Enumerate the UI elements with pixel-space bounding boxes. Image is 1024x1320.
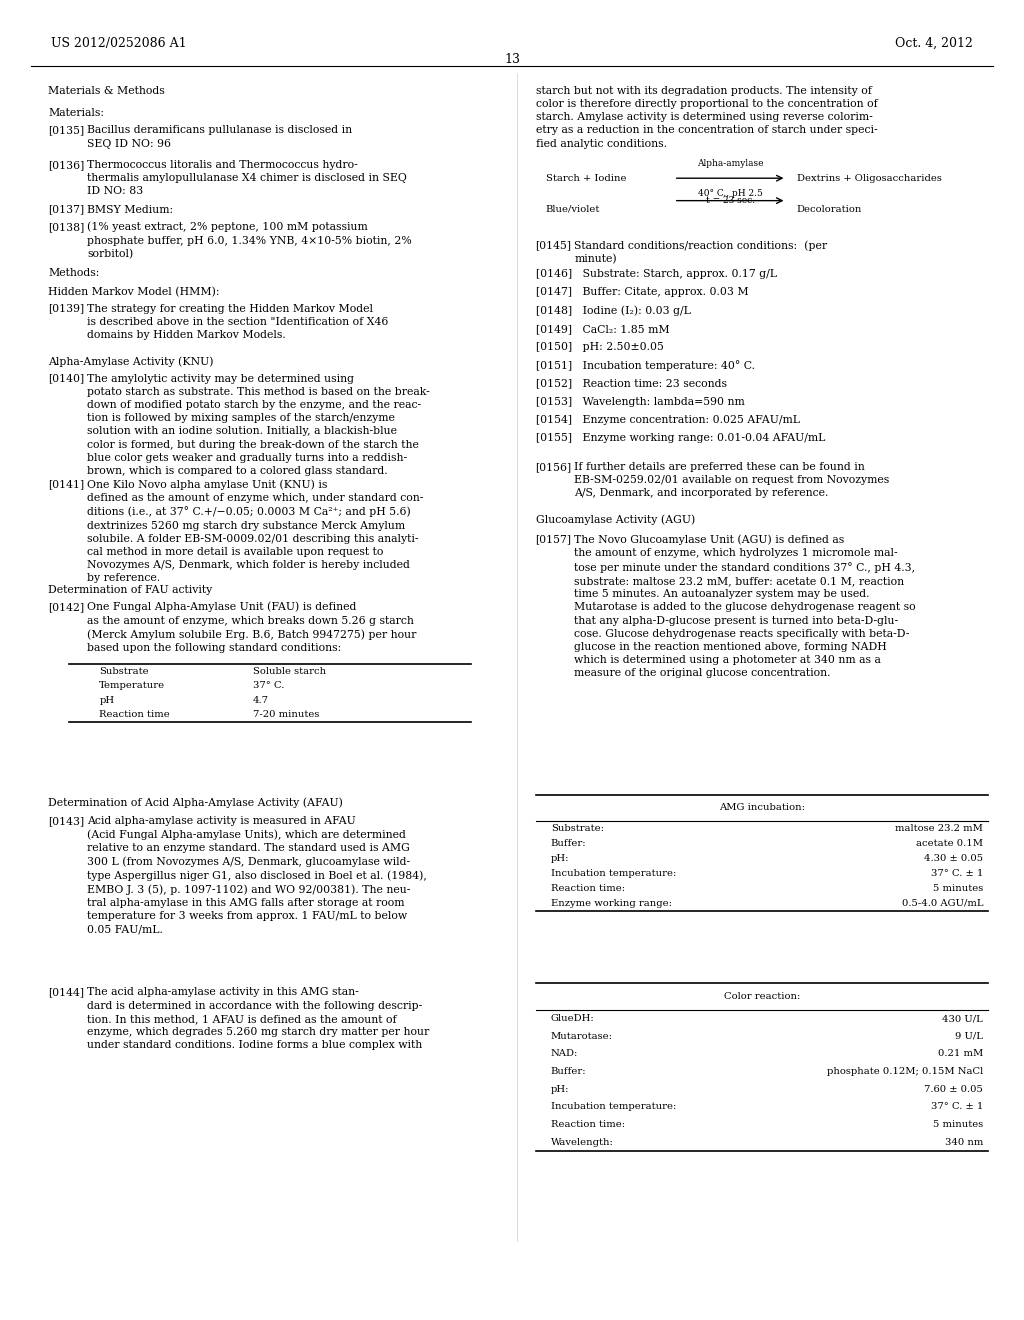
Text: Buffer:: Buffer: (551, 840, 587, 847)
Text: Dextrins + Oligosaccharides: Dextrins + Oligosaccharides (797, 174, 941, 182)
Text: Wavelength:: Wavelength: (551, 1138, 613, 1147)
Text: Reaction time:: Reaction time: (551, 1121, 625, 1129)
Text: 0.21 mM: 0.21 mM (938, 1049, 983, 1059)
Text: Alpha-amylase: Alpha-amylase (697, 158, 763, 168)
Text: 430 U/L: 430 U/L (942, 1014, 983, 1023)
Text: 37° C. ± 1: 37° C. ± 1 (931, 869, 983, 878)
Text: 37° C.: 37° C. (253, 681, 285, 690)
Text: US 2012/0252086 A1: US 2012/0252086 A1 (51, 37, 186, 50)
Text: The amylolytic activity may be determined using
potato starch as substrate. This: The amylolytic activity may be determine… (87, 374, 430, 477)
Text: [0137]: [0137] (48, 205, 84, 215)
Text: maltose 23.2 mM: maltose 23.2 mM (895, 824, 983, 833)
Text: Materials & Methods: Materials & Methods (48, 86, 165, 96)
Text: acetate 0.1M: acetate 0.1M (916, 840, 983, 847)
Text: [0150]   pH: 2.50±0.05: [0150] pH: 2.50±0.05 (536, 342, 664, 352)
Text: Mutarotase:: Mutarotase: (551, 1032, 613, 1040)
Text: Oct. 4, 2012: Oct. 4, 2012 (895, 37, 973, 50)
Text: [0149]   CaCl₂: 1.85 mM: [0149] CaCl₂: 1.85 mM (536, 323, 669, 334)
Text: If further details are preferred these can be found in
EB-SM-0259.02/01 availabl: If further details are preferred these c… (574, 462, 890, 499)
Text: 40° C., pH 2.5: 40° C., pH 2.5 (697, 189, 763, 198)
Text: [0144]: [0144] (48, 987, 84, 998)
Text: pH:: pH: (551, 854, 569, 863)
Text: Glucoamylase Activity (AGU): Glucoamylase Activity (AGU) (536, 515, 695, 525)
Text: 9 U/L: 9 U/L (955, 1032, 983, 1040)
Text: [0139]: [0139] (48, 304, 84, 314)
Text: GlueDH:: GlueDH: (551, 1014, 595, 1023)
Text: (1% yeast extract, 2% peptone, 100 mM potassium
phosphate buffer, pH 6.0, 1.34% : (1% yeast extract, 2% peptone, 100 mM po… (87, 222, 412, 259)
Text: BMSY Medium:: BMSY Medium: (87, 205, 173, 215)
Text: 13: 13 (504, 53, 520, 66)
Text: NAD:: NAD: (551, 1049, 579, 1059)
Text: [0157]: [0157] (536, 535, 571, 545)
Text: [0151]   Incubation temperature: 40° C.: [0151] Incubation temperature: 40° C. (536, 360, 755, 371)
Text: Reaction time: Reaction time (99, 710, 170, 719)
Text: Substrate: Substrate (99, 667, 148, 676)
Text: Temperature: Temperature (99, 681, 166, 690)
Text: [0153]   Wavelength: lambda=590 nm: [0153] Wavelength: lambda=590 nm (536, 397, 744, 407)
Text: [0148]   Iodine (I₂): 0.03 g/L: [0148] Iodine (I₂): 0.03 g/L (536, 306, 690, 317)
Text: The Novo Glucoamylase Unit (AGU) is defined as
the amount of enzyme, which hydro: The Novo Glucoamylase Unit (AGU) is defi… (574, 535, 916, 678)
Text: [0143]: [0143] (48, 816, 84, 826)
Text: Bacillus deramificans pullulanase is disclosed in
SEQ ID NO: 96: Bacillus deramificans pullulanase is dis… (87, 125, 352, 149)
Text: Soluble starch: Soluble starch (253, 667, 326, 676)
Text: Materials:: Materials: (48, 108, 104, 119)
Text: Decoloration: Decoloration (797, 205, 862, 214)
Text: Incubation temperature:: Incubation temperature: (551, 869, 676, 878)
Text: Methods:: Methods: (48, 268, 99, 279)
Text: Hidden Markov Model (HMM):: Hidden Markov Model (HMM): (48, 286, 219, 297)
Text: pH: pH (99, 696, 115, 705)
Text: 340 nm: 340 nm (945, 1138, 983, 1147)
Text: 7-20 minutes: 7-20 minutes (253, 710, 319, 719)
Text: 5 minutes: 5 minutes (933, 884, 983, 892)
Text: [0138]: [0138] (48, 222, 84, 232)
Text: [0140]: [0140] (48, 374, 84, 384)
Text: 0.5-4.0 AGU/mL: 0.5-4.0 AGU/mL (901, 899, 983, 908)
Text: Blue/violet: Blue/violet (546, 205, 600, 214)
Text: One Fungal Alpha-Amylase Unit (FAU) is defined
as the amount of enzyme, which br: One Fungal Alpha-Amylase Unit (FAU) is d… (87, 602, 417, 653)
Text: [0146]   Substrate: Starch, approx. 0.17 g/L: [0146] Substrate: Starch, approx. 0.17 g… (536, 269, 776, 280)
Text: Buffer:: Buffer: (551, 1067, 587, 1076)
Text: starch but not with its degradation products. The intensity of
color is therefor: starch but not with its degradation prod… (536, 86, 878, 149)
Text: [0142]: [0142] (48, 602, 84, 612)
Text: Thermococcus litoralis and Thermococcus hydro-
thermalis amylopullulanase X4 chi: Thermococcus litoralis and Thermococcus … (87, 160, 407, 197)
Text: Reaction time:: Reaction time: (551, 884, 625, 892)
Text: Alpha-Amylase Activity (KNU): Alpha-Amylase Activity (KNU) (48, 356, 214, 367)
Text: 5 minutes: 5 minutes (933, 1121, 983, 1129)
Text: [0135]: [0135] (48, 125, 84, 136)
Text: 37° C. ± 1: 37° C. ± 1 (931, 1102, 983, 1111)
Text: [0156]: [0156] (536, 462, 571, 473)
Text: 7.60 ± 0.05: 7.60 ± 0.05 (925, 1085, 983, 1094)
Text: pH:: pH: (551, 1085, 569, 1094)
Text: [0147]   Buffer: Citate, approx. 0.03 M: [0147] Buffer: Citate, approx. 0.03 M (536, 288, 749, 297)
Text: 4.7: 4.7 (253, 696, 269, 705)
Text: [0145]: [0145] (536, 240, 571, 251)
Text: Substrate:: Substrate: (551, 824, 604, 833)
Text: t = 23 sec.: t = 23 sec. (706, 197, 755, 205)
Text: The strategy for creating the Hidden Markov Model
is described above in the sect: The strategy for creating the Hidden Mar… (87, 304, 388, 341)
Text: [0141]: [0141] (48, 479, 84, 490)
Text: Standard conditions/reaction conditions:  (per
minute): Standard conditions/reaction conditions:… (574, 240, 827, 264)
Text: One Kilo Novo alpha amylase Unit (KNU) is
defined as the amount of enzyme which,: One Kilo Novo alpha amylase Unit (KNU) i… (87, 479, 423, 583)
Text: [0155]   Enzyme working range: 0.01-0.04 AFAU/mL: [0155] Enzyme working range: 0.01-0.04 A… (536, 433, 825, 444)
Text: AMG incubation:: AMG incubation: (719, 804, 805, 812)
Text: Incubation temperature:: Incubation temperature: (551, 1102, 676, 1111)
Text: Starch + Iodine: Starch + Iodine (546, 174, 627, 182)
Text: [0154]   Enzyme concentration: 0.025 AFAU/mL: [0154] Enzyme concentration: 0.025 AFAU/… (536, 414, 800, 425)
Text: Enzyme working range:: Enzyme working range: (551, 899, 672, 908)
Text: [0136]: [0136] (48, 160, 84, 170)
Text: 4.30 ± 0.05: 4.30 ± 0.05 (924, 854, 983, 863)
Text: phosphate 0.12M; 0.15M NaCl: phosphate 0.12M; 0.15M NaCl (826, 1067, 983, 1076)
Text: Color reaction:: Color reaction: (724, 993, 800, 1001)
Text: Acid alpha-amylase activity is measured in AFAU
(Acid Fungal Alpha-amylase Units: Acid alpha-amylase activity is measured … (87, 816, 427, 935)
Text: Determination of FAU activity: Determination of FAU activity (48, 585, 212, 595)
Text: Determination of Acid Alpha-Amylase Activity (AFAU): Determination of Acid Alpha-Amylase Acti… (48, 797, 343, 808)
Text: [0152]   Reaction time: 23 seconds: [0152] Reaction time: 23 seconds (536, 379, 727, 388)
Text: The acid alpha-amylase activity in this AMG stan-
dard is determined in accordan: The acid alpha-amylase activity in this … (87, 987, 429, 1051)
